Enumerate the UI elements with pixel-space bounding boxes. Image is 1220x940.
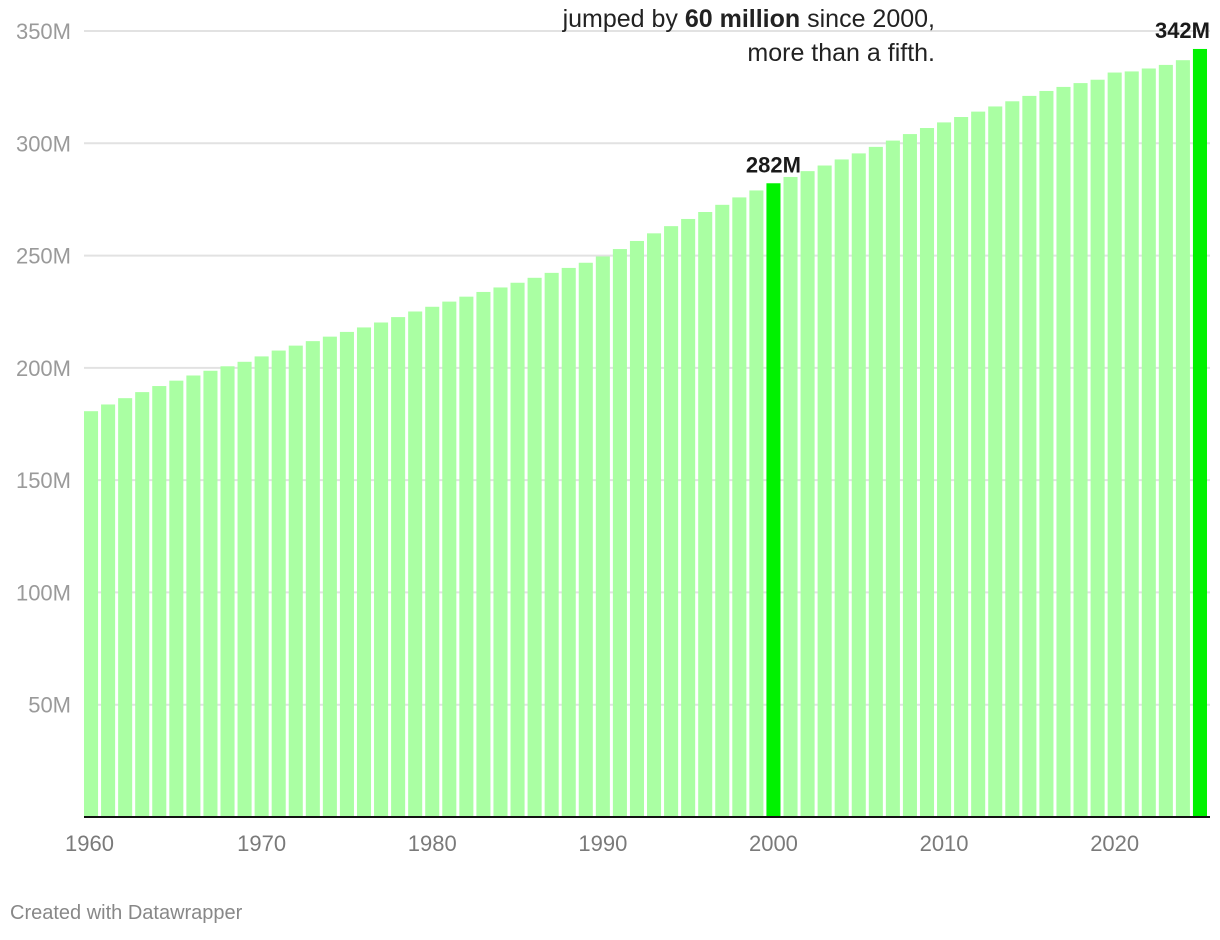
annotation-text: jumped by 60 million since 2000, more th… bbox=[563, 2, 935, 70]
bar-2011 bbox=[954, 117, 969, 817]
x-tick-label: 1970 bbox=[237, 831, 286, 856]
bar-2004 bbox=[834, 159, 849, 818]
bar-highlight-2000 bbox=[766, 183, 781, 818]
bar-1979 bbox=[408, 311, 423, 817]
bar-2012 bbox=[971, 111, 986, 817]
bar-1998 bbox=[732, 197, 747, 818]
bar-1967 bbox=[203, 370, 218, 817]
bar-1969 bbox=[237, 361, 252, 817]
value-label-2025: 342M bbox=[1155, 18, 1210, 43]
bar-1961 bbox=[101, 404, 116, 817]
annotation-line-2: more than a fifth. bbox=[747, 39, 935, 67]
bar-2009 bbox=[919, 128, 935, 817]
bar-1970 bbox=[254, 356, 269, 817]
bar-1965 bbox=[169, 380, 184, 817]
bar-2008 bbox=[902, 134, 917, 817]
bar-1996 bbox=[698, 212, 713, 817]
bar-1983 bbox=[476, 291, 491, 817]
bar-2017 bbox=[1056, 86, 1071, 818]
bar-1992 bbox=[629, 240, 644, 817]
y-tick-label: 300M bbox=[16, 131, 71, 156]
bar-1971 bbox=[271, 350, 286, 817]
x-tick-label: 2010 bbox=[920, 831, 969, 856]
bar-1991 bbox=[612, 249, 627, 818]
bar-1980 bbox=[425, 306, 440, 817]
credit-text: Created with Datawrapper bbox=[10, 902, 243, 924]
bar-2013 bbox=[988, 106, 1003, 818]
bar-2014 bbox=[1005, 101, 1020, 818]
bar-2021 bbox=[1124, 71, 1139, 818]
bar-2001 bbox=[783, 176, 798, 817]
bar-1989 bbox=[578, 262, 593, 818]
bar-1964 bbox=[152, 386, 167, 817]
bar-2010 bbox=[937, 122, 952, 817]
annotation-prefix: jumped by bbox=[562, 5, 685, 33]
value-labels: 282M 342M bbox=[746, 18, 1210, 177]
annotation-line-1: jumped by 60 million since 2000, bbox=[563, 2, 935, 36]
x-tick-label: 1980 bbox=[408, 831, 457, 856]
x-tick-label: 1960 bbox=[65, 831, 114, 856]
bar-2005 bbox=[851, 153, 866, 818]
bar-1977 bbox=[374, 322, 389, 817]
bar-2024 bbox=[1175, 60, 1190, 818]
bar-2023 bbox=[1158, 64, 1173, 818]
x-tick-label: 2020 bbox=[1090, 831, 1139, 856]
bar-1963 bbox=[135, 392, 150, 817]
bar-2020 bbox=[1107, 72, 1122, 817]
bar-1981 bbox=[442, 301, 457, 817]
bar-2022 bbox=[1141, 68, 1156, 818]
bars bbox=[84, 48, 1207, 818]
bar-1997 bbox=[715, 204, 730, 817]
x-tick-label: 1990 bbox=[578, 831, 627, 856]
bar-1999 bbox=[749, 190, 764, 818]
x-tick-label: 2000 bbox=[749, 831, 798, 856]
bar-1976 bbox=[356, 327, 372, 817]
y-tick-label: 50M bbox=[28, 693, 71, 718]
annotation-bold: 60 million bbox=[684, 5, 801, 33]
bar-1994 bbox=[664, 226, 679, 817]
bar-1990 bbox=[595, 256, 610, 817]
value-label-2000: 282M bbox=[746, 152, 801, 177]
bar-highlight-2025 bbox=[1192, 48, 1207, 818]
bar-2018 bbox=[1073, 83, 1088, 817]
bar-1982 bbox=[459, 296, 474, 818]
bar-1972 bbox=[288, 345, 303, 817]
bar-1966 bbox=[186, 375, 201, 817]
bar-1974 bbox=[322, 336, 337, 817]
bar-1988 bbox=[561, 267, 576, 817]
bar-1985 bbox=[510, 282, 525, 817]
bar-2019 bbox=[1090, 79, 1105, 818]
x-axis-labels: 1960 1970 1980 1990 2000 2010 2020 bbox=[65, 831, 1139, 856]
y-tick-label: 200M bbox=[16, 356, 71, 381]
bar-1986 bbox=[527, 277, 542, 818]
y-axis-labels: 50M 100M 150M 200M 250M 300M 350M bbox=[16, 19, 71, 718]
bar-1973 bbox=[305, 341, 320, 817]
bar-1984 bbox=[493, 287, 508, 817]
bar-1960 bbox=[84, 411, 99, 817]
bar-1975 bbox=[339, 331, 354, 817]
annotation-suffix: since 2000, bbox=[800, 5, 935, 33]
y-tick-label: 250M bbox=[16, 244, 71, 269]
y-tick-label: 350M bbox=[16, 19, 71, 44]
y-tick-label: 150M bbox=[16, 468, 71, 493]
bar-2015 bbox=[1022, 95, 1037, 818]
bar-2006 bbox=[868, 146, 883, 818]
bar-2003 bbox=[817, 165, 832, 817]
bar-1978 bbox=[391, 317, 406, 817]
bar-1987 bbox=[544, 272, 559, 818]
bar-1995 bbox=[681, 218, 696, 817]
bar-2007 bbox=[885, 140, 900, 818]
bar-2002 bbox=[800, 171, 815, 817]
bar-1962 bbox=[118, 398, 133, 817]
y-tick-label: 100M bbox=[16, 580, 71, 605]
bar-2016 bbox=[1039, 90, 1054, 817]
bar-1993 bbox=[647, 233, 662, 817]
bar-1968 bbox=[220, 366, 235, 817]
